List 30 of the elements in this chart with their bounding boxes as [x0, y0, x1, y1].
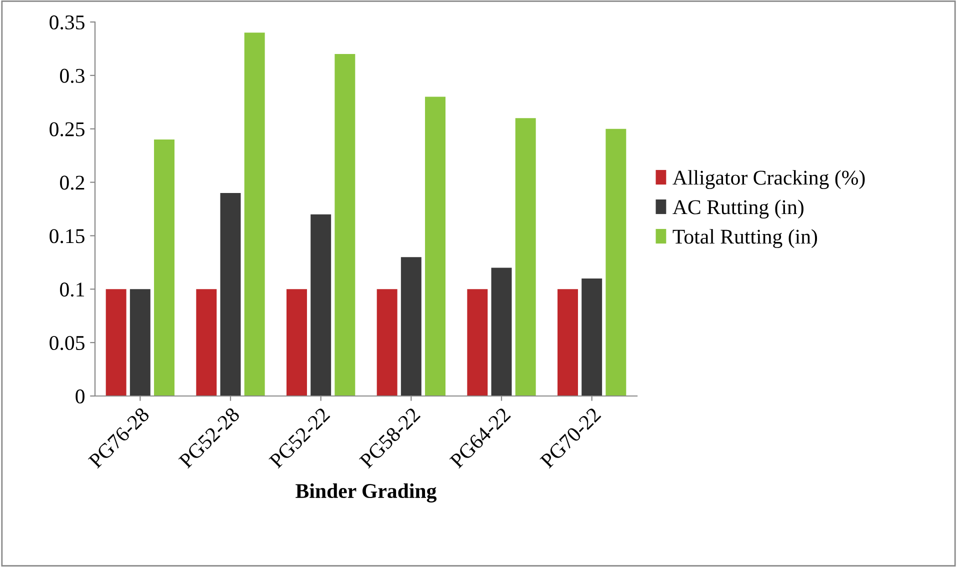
- y-tick-label: 0.05: [50, 336, 84, 350]
- bar: [130, 289, 150, 396]
- bar: [334, 54, 356, 396]
- bar: [558, 289, 578, 396]
- y-tick-label: 0: [76, 389, 84, 404]
- y-tick-label: 0.3: [60, 68, 84, 83]
- legend-label: AC Rutting (in): [672, 200, 804, 219]
- bar: [310, 214, 332, 396]
- bar: [244, 32, 265, 396]
- bar: [286, 289, 307, 396]
- y-tick-label: 0.25: [50, 122, 84, 136]
- bar: [425, 96, 446, 396]
- y-tick-label: 0.35: [50, 15, 84, 30]
- bar: [376, 289, 398, 396]
- bar: [220, 192, 241, 396]
- bar: [196, 289, 217, 396]
- bar: [106, 289, 126, 396]
- bar: [606, 128, 626, 396]
- legend-label: Total Rutting (in): [672, 229, 818, 248]
- bar: [154, 140, 174, 396]
- bar: [400, 257, 422, 396]
- x-axis-title: Binder Grading: [296, 483, 437, 502]
- legend-label: Alligator Cracking (%): [672, 170, 865, 190]
- y-tick-label: 0.2: [60, 176, 84, 190]
- bar: [467, 289, 488, 396]
- bar: [515, 118, 536, 396]
- y-tick-label: 0.15: [50, 229, 84, 244]
- bar: [491, 268, 512, 396]
- bar: [582, 278, 602, 396]
- y-tick-label: 0.1: [60, 282, 84, 297]
